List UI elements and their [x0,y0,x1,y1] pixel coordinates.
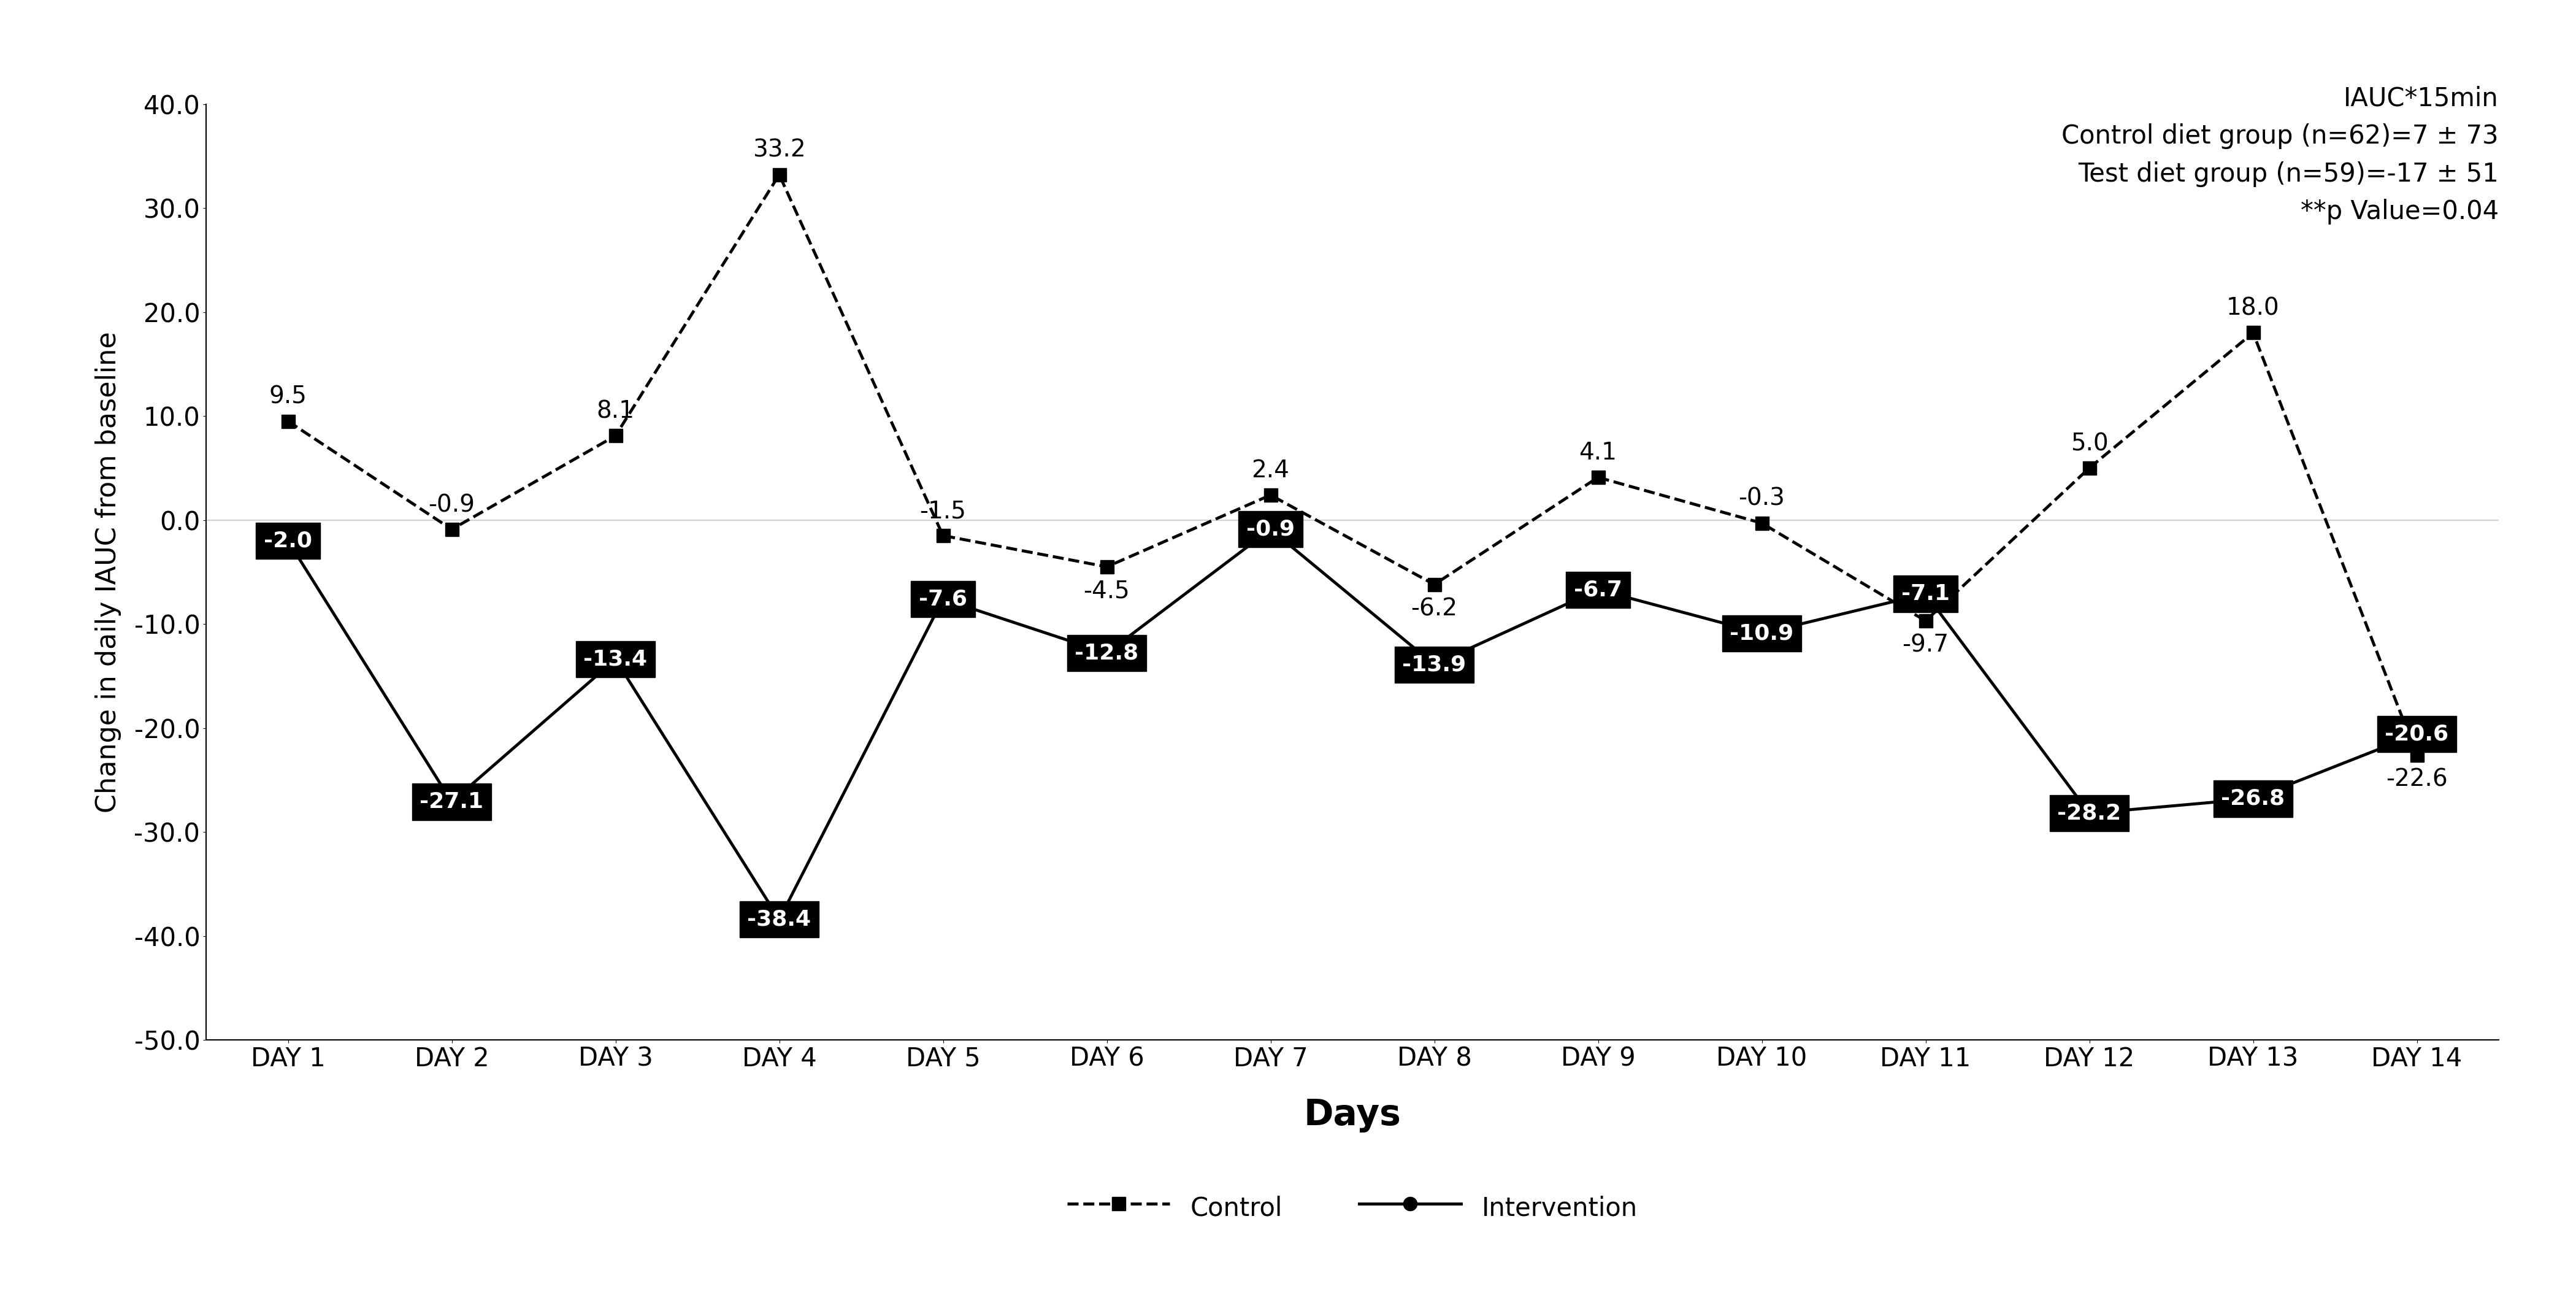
Text: -0.9: -0.9 [1247,519,1296,539]
Y-axis label: Change in daily IAUC from baseline: Change in daily IAUC from baseline [95,332,121,812]
Control [762,166,793,182]
Text: -6.2: -6.2 [1412,597,1458,620]
Intervention [1092,645,1123,660]
Intervention [1582,582,1613,598]
Control [1747,515,1777,530]
Text: -28.2: -28.2 [2058,803,2120,824]
Text: 2.4: 2.4 [1252,459,1291,482]
Text: -13.9: -13.9 [1401,654,1466,675]
Intervention [1255,521,1285,537]
Text: -0.9: -0.9 [428,493,474,516]
Legend: Control, Intervention: Control, Intervention [1056,1182,1649,1234]
Control [927,528,958,543]
Text: -12.8: -12.8 [1074,642,1139,663]
Control [2074,460,2105,476]
Control [600,428,631,443]
Text: 9.5: 9.5 [268,385,307,408]
Text: -0.3: -0.3 [1739,488,1785,511]
Intervention [2401,727,2432,742]
Text: -6.7: -6.7 [1574,580,1623,601]
X-axis label: Days: Days [1303,1097,1401,1132]
Text: -4.5: -4.5 [1084,580,1131,603]
Text: -1.5: -1.5 [920,499,966,523]
Intervention [2239,790,2269,806]
Control [1582,469,1613,485]
Text: -7.6: -7.6 [920,589,966,610]
Intervention [762,911,793,927]
Control [273,413,304,429]
Text: -13.4: -13.4 [585,649,647,670]
Control [1911,614,1942,629]
Text: IAUC*15min
Control diet group (n=62)=7 ± 73
Test diet group (n=59)=-17 ± 51
**p : IAUC*15min Control diet group (n=62)=7 ±… [2061,86,2499,225]
Text: -2.0: -2.0 [263,530,312,551]
Intervention [1911,586,1942,602]
Text: -20.6: -20.6 [2385,724,2450,745]
Control [1255,488,1285,503]
Text: 8.1: 8.1 [598,399,634,423]
Intervention [1419,656,1450,672]
Text: -27.1: -27.1 [420,792,484,812]
Text: -10.9: -10.9 [1731,623,1793,644]
Control [435,521,466,537]
Text: 5.0: 5.0 [2071,432,2107,455]
Text: -22.6: -22.6 [2385,768,2447,792]
Intervention [927,592,958,607]
Line: Control: Control [281,168,2424,762]
Text: -26.8: -26.8 [2221,788,2285,809]
Text: -38.4: -38.4 [747,909,811,929]
Line: Intervention: Intervention [281,523,2424,926]
Intervention [600,651,631,667]
Text: 33.2: 33.2 [752,139,806,162]
Intervention [2074,806,2105,822]
Text: 4.1: 4.1 [1579,441,1618,464]
Control [1092,559,1123,575]
Intervention [435,794,466,810]
Text: 18.0: 18.0 [2226,296,2280,320]
Control [2239,325,2269,341]
Intervention [1747,625,1777,641]
Intervention [273,533,304,549]
Control [1419,577,1450,593]
Control [2401,748,2432,763]
Text: -9.7: -9.7 [1901,633,1950,656]
Text: -7.1: -7.1 [1901,584,1950,604]
